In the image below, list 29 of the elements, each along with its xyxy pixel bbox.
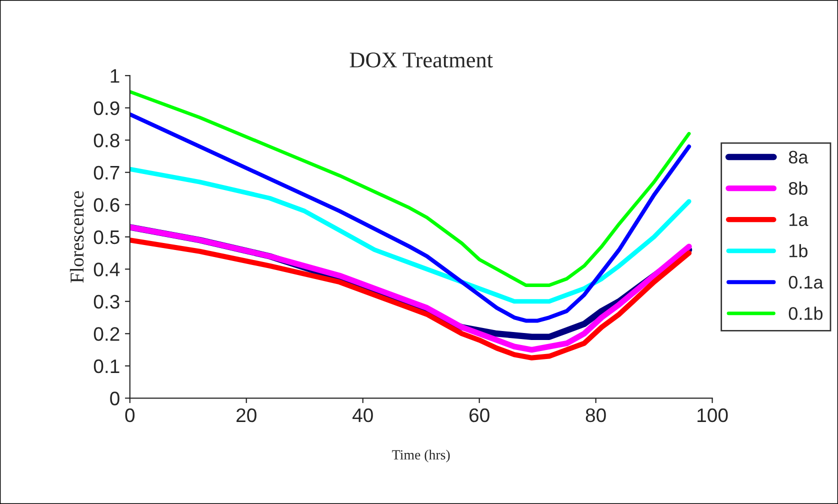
- x-tick-label: 20: [236, 408, 256, 422]
- x-tick-label: 100: [698, 408, 728, 422]
- legend-label: 1a: [790, 213, 808, 226]
- legend-label: 0.1a: [788, 276, 824, 289]
- y-tick-label: 0.1: [94, 359, 120, 374]
- x-tick-label: 0: [125, 408, 135, 422]
- legend-label: 1b: [790, 244, 808, 258]
- line-series: [130, 90, 691, 287]
- y-tick-label: 0.3: [94, 294, 120, 309]
- x-tick-label: 80: [586, 408, 606, 422]
- line-series: [130, 166, 692, 304]
- y-tick-label: 0.8: [94, 134, 120, 148]
- legend-label: 8a: [788, 150, 808, 164]
- chart-title: DOX Treatment: [350, 52, 493, 68]
- y-axis-title: Florescence: [70, 191, 84, 283]
- legend-label: 0.1b: [788, 306, 823, 320]
- y-tick-label: 1: [110, 69, 120, 83]
- y-tick-label: 0.7: [94, 166, 120, 180]
- line-series: [130, 112, 692, 323]
- y-tick-label: 0.6: [94, 198, 120, 212]
- legend-label: 8b: [788, 182, 808, 195]
- y-tick-label: 0: [110, 392, 120, 406]
- y-tick-label: 0.2: [94, 327, 120, 341]
- y-tick-label: 0.5: [94, 230, 120, 244]
- x-tick-label: 40: [352, 408, 373, 422]
- x-axis-title: Time (hrs): [392, 450, 450, 462]
- y-tick-label: 0.4: [94, 262, 120, 276]
- y-tick-label: 0.9: [94, 101, 120, 116]
- x-tick-label: 60: [470, 408, 490, 422]
